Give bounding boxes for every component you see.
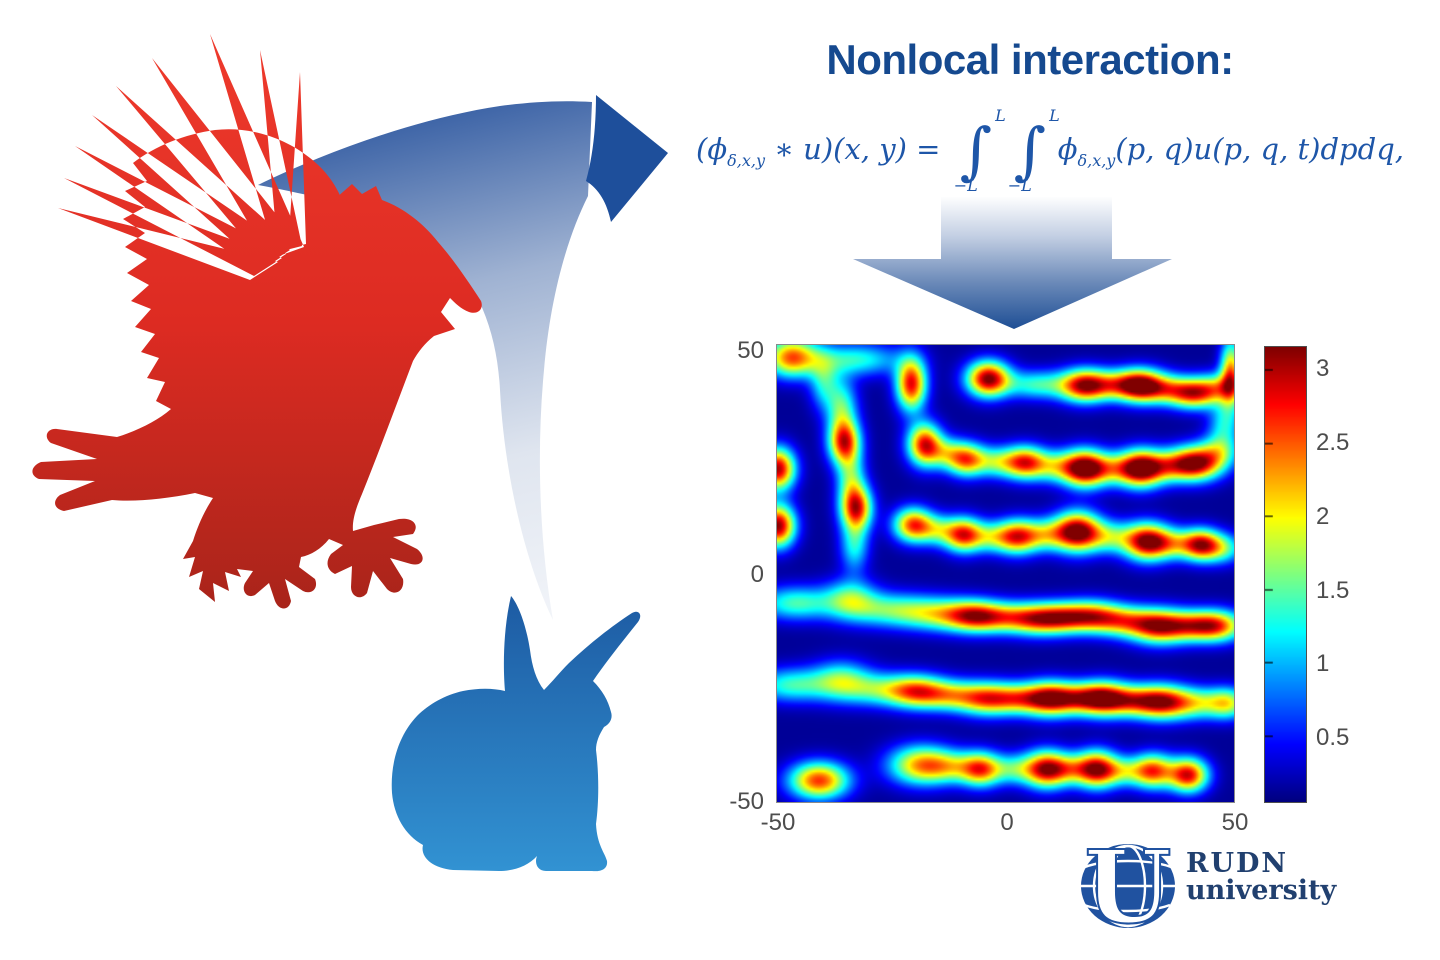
colorbar-tick-label: 3 [1316, 355, 1330, 382]
y-tick-label: -50 [729, 788, 764, 815]
x-tick-label: -50 [760, 809, 796, 836]
integral-sign: ∫ L −L [953, 106, 1006, 195]
colorbar-tick-label: 2.5 [1316, 429, 1350, 456]
y-tick-label: 50 [737, 337, 764, 364]
colorbar-tick-label: 0.5 [1316, 724, 1350, 751]
equation: (ϕδ,x,y ∗ u)(x, y) = ∫ L −L ∫ L −L ϕδ,x,y(p, q… [650, 104, 1440, 198]
integral-sign: ∫ L −L [1007, 106, 1060, 195]
x-tick-label: 50 [1221, 809, 1249, 836]
logo-line-2: university [1186, 875, 1337, 906]
colorbar-tick-label: 1.5 [1316, 577, 1350, 604]
logo-line-1: RUDN [1186, 848, 1289, 879]
equation-lhs: (ϕδ,x,y ∗ u)(x, y) = [696, 132, 950, 170]
colorbar-tick-label: 2 [1316, 503, 1330, 530]
colorbar-tick-label: 1 [1316, 650, 1330, 677]
heatmap-plot [776, 344, 1235, 803]
equation-rhs: ϕδ,x,y(p, q)u(p, q, t)dpdq, [1057, 132, 1404, 170]
svg-text:U: U [1084, 828, 1171, 946]
rabbit-silhouette [391, 596, 641, 872]
rudn-globe-icon: U [1081, 827, 1175, 947]
arrowhead-icon [586, 95, 668, 222]
page-title: Nonlocal interaction: [826, 36, 1234, 83]
x-tick-label: 0 [1000, 809, 1014, 836]
down-arrow-icon [853, 197, 1172, 329]
y-tick-label: 0 [750, 561, 764, 588]
curved-flow-arrow [258, 101, 592, 620]
eagle-silhouette [32, 34, 482, 609]
rudn-logo-text: RUDN university [1186, 850, 1336, 904]
colorbar [1264, 346, 1307, 803]
